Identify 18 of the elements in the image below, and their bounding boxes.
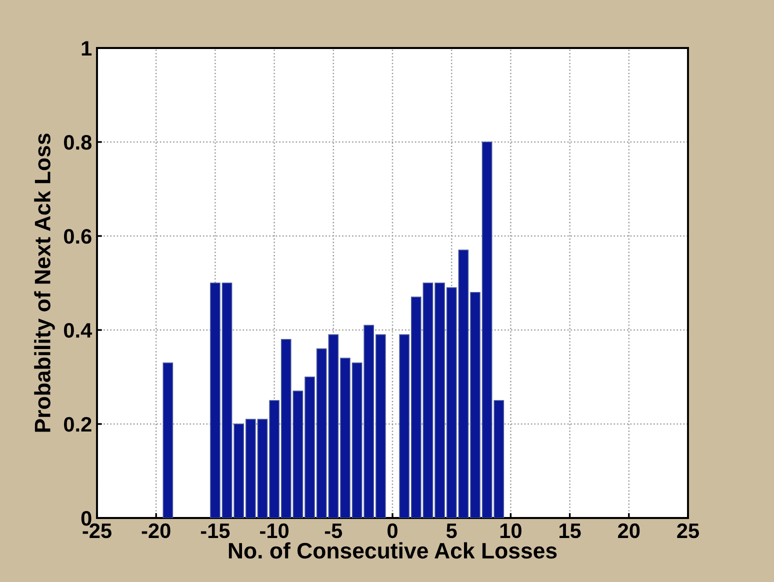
y-axis-title: Probability of Next Ack Loss [34, 134, 55, 432]
x-tick-label: 0 [388, 523, 398, 538]
x-tick-label: 5 [446, 524, 457, 538]
x-axis-title: No. of Consecutive Ack Losses [228, 542, 557, 559]
y-tick-label: 0.2 [64, 417, 92, 432]
x-tick-label: 25 [677, 523, 700, 538]
x-tick-label: 15 [560, 524, 581, 538]
y-tick-label: 1 [82, 41, 92, 56]
x-tick-label: -15 [200, 524, 230, 538]
x-tick-label: 10 [500, 523, 522, 538]
x-tick-label: -20 [142, 523, 170, 538]
y-tick-label: 0.8 [64, 135, 92, 150]
x-tick-label: 20 [618, 523, 640, 538]
x-tick-label: -10 [260, 523, 289, 538]
y-tick-label: 0.4 [64, 323, 92, 338]
y-tick-label: 0.6 [64, 229, 92, 244]
bar [162, 362, 174, 518]
x-tick-label: -5 [324, 524, 342, 538]
